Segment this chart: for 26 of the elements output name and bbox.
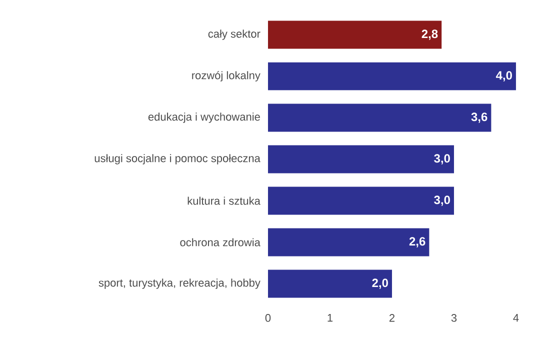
x-tick-label: 0 <box>265 314 271 322</box>
x-tick-label: 1 <box>328 314 333 322</box>
x-tick-label: 3 <box>451 314 457 322</box>
y-tick-label: sport, turystyka, rekreacja, hobby <box>98 278 260 289</box>
y-tick-label: rozwój lokalny <box>192 71 260 82</box>
data-label: 4,0 <box>496 71 512 82</box>
y-tick-label: ochrona zdrowia <box>180 238 260 246</box>
bar <box>268 186 454 215</box>
bar <box>268 145 454 174</box>
data-label: 2,0 <box>372 278 388 289</box>
y-tick-label: cały sektor <box>208 30 260 40</box>
bar <box>268 228 430 256</box>
bar <box>268 104 492 132</box>
data-label: 2,6 <box>409 237 426 248</box>
x-tick-label: 4 <box>513 314 519 322</box>
y-tick-label: kultura i sztuka <box>188 196 260 205</box>
bar <box>268 270 392 298</box>
bar <box>268 62 516 90</box>
data-label: 2,8 <box>422 30 438 40</box>
data-label: 3,0 <box>434 154 450 164</box>
data-label: 3,6 <box>471 112 488 123</box>
x-tick-label: 2 <box>389 314 395 322</box>
data-label: 3,0 <box>434 196 450 206</box>
y-tick-label: edukacja i wychowanie <box>148 112 260 123</box>
bar <box>268 20 442 49</box>
y-tick-label: usługi socjalne i pomoc społeczna <box>94 154 260 164</box>
